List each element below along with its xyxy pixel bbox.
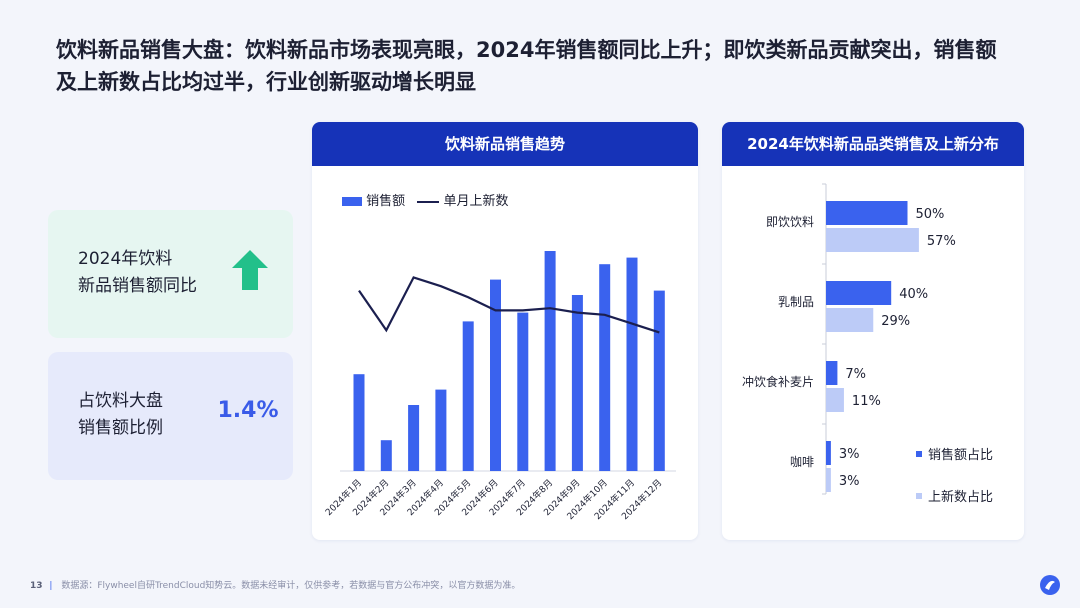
category-label: 咖啡 — [790, 454, 814, 469]
legend-bar-label: 销售额 — [366, 194, 406, 209]
legend-launch-label: 上新数占比 — [928, 489, 993, 505]
headline-line-2: 及上新数占比均过半，行业创新驱动增长明显 — [56, 70, 476, 94]
legend-sales-swatch — [916, 451, 922, 457]
share-value: 1.4% — [217, 398, 279, 423]
sales-bar — [599, 264, 611, 471]
sales-share-value: 50% — [916, 207, 945, 222]
sales-share-value: 3% — [839, 447, 860, 462]
sales-bar — [544, 251, 556, 471]
legend-line-swatch — [417, 200, 440, 203]
sales-bar — [490, 279, 501, 471]
sales-share-bar — [826, 281, 892, 305]
category-dist-chart: 即饮饮料 50% 57% 乳制品 40% 29% 冲饮食补麦片 7% 11% 咖啡 3% 3% 销售额占… — [742, 183, 993, 505]
sales-bar — [626, 257, 638, 471]
trend-legend: 销售额 单月上新数 — [342, 190, 508, 209]
sales-bar — [462, 321, 474, 471]
growth-card: 2024年饮料 新品销售额同比 — [48, 210, 293, 338]
sales-trend-title: 饮料新品销售趋势 — [312, 122, 698, 166]
sales-bar — [353, 374, 365, 471]
share-card: 占饮料大盘 销售额比例 1.4% — [48, 352, 293, 480]
sales-bar — [653, 290, 665, 471]
brand-logo-icon — [1040, 575, 1060, 595]
headline: 饮料新品销售大盘：饮料新品市场表现亮眼，2024年销售额同比上升；即饮类新品贡献… — [56, 34, 1036, 98]
growth-label-line-1: 2024年饮料 — [78, 249, 173, 269]
sales-bar — [571, 295, 583, 471]
legend-launch-swatch — [916, 493, 922, 499]
launch-share-bar — [826, 308, 874, 332]
category-dist-panel: 2024年饮料新品品类销售及上新分布 即饮饮料 50% 57% 乳制品 40% 29% 冲饮… — [722, 122, 1024, 540]
launch-share-value: 3% — [839, 474, 860, 489]
up-arrow-icon — [232, 250, 268, 290]
share-card-label: 占饮料大盘 销售额比例 — [78, 388, 218, 442]
sales-share-bar — [826, 201, 908, 225]
sales-bar — [408, 405, 420, 471]
sales-share-value: 40% — [899, 287, 928, 302]
legend-line-label: 单月上新数 — [443, 194, 509, 209]
category-dist-title: 2024年饮料新品品类销售及上新分布 — [722, 122, 1024, 166]
launch-share-value: 11% — [852, 394, 881, 409]
headline-line-1: 饮料新品销售大盘：饮料新品市场表现亮眼，2024年销售额同比上升；即饮类新品贡献… — [56, 38, 997, 62]
sales-share-bar — [826, 441, 831, 465]
share-label-line-1: 占饮料大盘 — [78, 391, 163, 411]
legend-bar-swatch — [342, 197, 362, 206]
sales-trend-panel: 饮料新品销售趋势 销售额 单月上新数 2024年1月 2024年2月 2024年3月… — [312, 122, 698, 540]
launch-count-line — [358, 276, 660, 334]
legend-sales-label: 销售额占比 — [928, 447, 993, 463]
category-label: 乳制品 — [778, 295, 814, 309]
growth-card-label: 2024年饮料 新品销售额同比 — [78, 246, 218, 300]
footer-source: 数据源：Flywheel自研TrendCloud知势云。数据未经审计，仅供参考，… — [61, 581, 521, 591]
sales-share-value: 7% — [845, 367, 866, 382]
launch-share-value: 57% — [927, 234, 956, 249]
launch-share-bar — [826, 388, 844, 412]
share-label-line-2: 销售额比例 — [78, 418, 163, 438]
sales-share-bar — [826, 361, 838, 385]
sales-trend-chart: 2024年1月2024年2月2024年3月2024年4月2024年5月2024年… — [323, 251, 676, 522]
growth-label-line-2: 新品销售额同比 — [78, 276, 197, 296]
category-label: 即饮饮料 — [766, 215, 814, 229]
footer-divider: | — [49, 581, 53, 591]
sales-bar — [517, 312, 529, 471]
sales-bar — [435, 389, 447, 471]
sales-bar — [380, 440, 392, 471]
launch-share-bar — [826, 468, 831, 492]
footer: 13 | 数据源：Flywheel自研TrendCloud知势云。数据未经审计，… — [30, 578, 930, 591]
launch-share-value: 29% — [881, 314, 910, 329]
launch-share-bar — [826, 228, 919, 252]
page-number: 13 — [30, 581, 43, 591]
category-label: 冲饮食补麦片 — [742, 374, 814, 389]
